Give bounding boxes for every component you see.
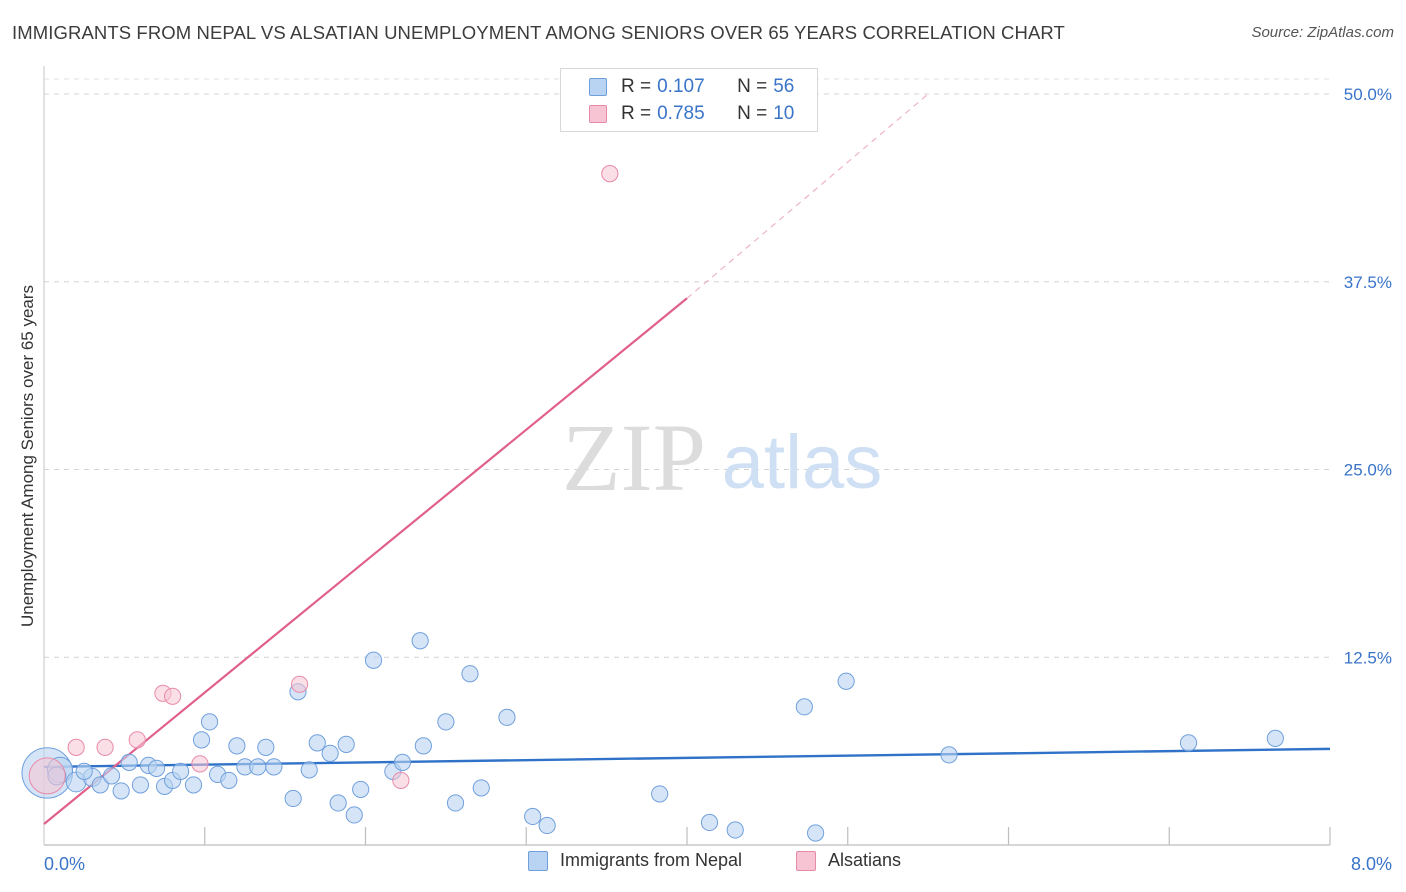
nepal-point: [414, 737, 432, 755]
legend-r-label: R =: [621, 76, 652, 97]
nepal-point: [472, 779, 490, 797]
nepal-point: [393, 753, 412, 771]
nepal-point: [364, 651, 383, 669]
nepal-point: [220, 771, 238, 790]
series-legend: Immigrants from Nepal Alsatians: [0, 850, 1406, 878]
nepal-point: [184, 776, 203, 794]
nepal-point: [228, 737, 246, 755]
alsatian-legend-swatch-icon: [796, 850, 816, 871]
alsatian-point: [601, 165, 619, 183]
nepal-point: [308, 734, 326, 752]
alsatian-point: [191, 755, 209, 773]
grid-layer: [44, 78, 1330, 658]
nepal-point: [700, 813, 719, 832]
nepal-point: [284, 789, 302, 808]
y-tick-label: 37.5%: [1344, 273, 1392, 292]
nepal-point: [300, 761, 318, 779]
chart-title: IMMIGRANTS FROM NEPAL VS ALSATIAN UNEMPL…: [12, 22, 1065, 43]
nepal-point: [345, 806, 363, 824]
nepal-point: [461, 665, 479, 683]
alsatian-trend-extension: [686, 93, 929, 299]
legend-row-alsatian: R = 0.785 N = 10: [589, 102, 794, 126]
nepal-point: [337, 735, 355, 753]
alsatian-point: [290, 675, 309, 693]
nepal-point: [172, 762, 190, 781]
points-layer: [21, 165, 1284, 842]
nepal-point: [1179, 734, 1198, 752]
legend-r-value: 0.785: [657, 103, 705, 124]
nepal-swatch-icon: [589, 78, 607, 96]
nepal-point: [321, 744, 339, 762]
nepal-point: [538, 816, 556, 835]
correlation-legend: R = 0.107 N = 56 R = 0.785 N = 10: [560, 68, 818, 132]
legend-n-value: 56: [773, 76, 795, 97]
nepal-point: [651, 785, 669, 803]
nepal-point: [940, 746, 958, 764]
nepal-point: [112, 782, 130, 800]
watermark-zip: ZIP: [562, 404, 706, 511]
nepal-point: [411, 632, 429, 650]
nepal-point: [249, 758, 267, 776]
nepal-legend-swatch-icon: [528, 850, 548, 871]
nepal-point: [498, 708, 516, 726]
alsatian-swatch-icon: [589, 105, 607, 123]
watermark: ZIP atlas: [562, 404, 882, 511]
nepal-point: [1266, 729, 1284, 747]
source-label: Source: ZipAtlas.com: [1251, 24, 1394, 41]
nepal-point: [91, 776, 109, 794]
nepal-point: [524, 807, 542, 826]
legend-label-alsatian: Alsatians: [828, 850, 902, 870]
x-tick-label: 8.0%: [1351, 854, 1392, 874]
label-layer: 12.5% 25.0% 37.5% 50.0% 0.0% 8.0% Unemployment…: [18, 85, 1392, 874]
x-tick-label: 0.0%: [44, 854, 85, 874]
nepal-point: [352, 780, 370, 799]
nepal-point: [837, 672, 855, 690]
nepal-point: [446, 794, 465, 812]
legend-item-nepal[interactable]: Immigrants from Nepal: [528, 850, 742, 871]
alsatian-point: [28, 757, 66, 795]
nepal-point: [329, 794, 347, 812]
nepal-point: [192, 731, 211, 749]
y-tick-label: 25.0%: [1344, 461, 1392, 480]
legend-r-label: R =: [621, 103, 652, 124]
nepal-point: [147, 759, 166, 778]
nepal-point: [795, 698, 813, 716]
nepal-point: [726, 821, 744, 839]
alsatian-point: [128, 731, 146, 749]
nepal-point: [807, 824, 825, 842]
y-tick-label: 50.0%: [1344, 85, 1392, 104]
nepal-point: [437, 713, 455, 731]
legend-n-label: N =: [737, 103, 768, 124]
alsatian-point: [164, 687, 182, 705]
legend-n-label: N =: [737, 76, 768, 97]
alsatian-point: [96, 738, 114, 756]
alsatian-trend-line: [43, 297, 688, 825]
nepal-point: [75, 762, 93, 781]
nepal-point: [120, 753, 138, 771]
nepal-point: [265, 758, 283, 776]
nepal-point: [200, 713, 219, 731]
nepal-point: [131, 776, 150, 794]
nepal-point: [102, 767, 121, 785]
alsatian-point: [392, 771, 410, 790]
legend-row-nepal: R = 0.107 N = 56: [589, 75, 794, 99]
legend-r-value: 0.107: [657, 76, 705, 97]
y-axis-label: Unemployment Among Seniors over 65 years: [18, 285, 37, 627]
nepal-point: [257, 738, 275, 756]
legend-item-alsatian[interactable]: Alsatians: [796, 850, 901, 871]
watermark-atlas: atlas: [722, 420, 883, 505]
legend-label-nepal: Immigrants from Nepal: [560, 850, 743, 870]
alsatian-point: [67, 738, 85, 756]
y-tick-label: 12.5%: [1344, 648, 1392, 667]
axis-layer: [43, 66, 1331, 846]
legend-n-value: 10: [773, 103, 795, 124]
